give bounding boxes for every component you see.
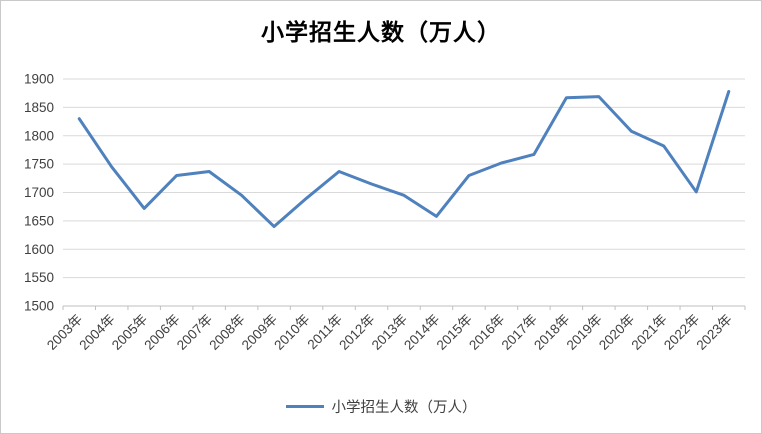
svg-text:2023年: 2023年 bbox=[693, 312, 734, 353]
svg-text:2017年: 2017年 bbox=[499, 312, 540, 353]
svg-text:2021年: 2021年 bbox=[629, 312, 670, 353]
svg-text:1900: 1900 bbox=[24, 72, 54, 87]
svg-text:2010年: 2010年 bbox=[271, 312, 312, 353]
svg-text:1500: 1500 bbox=[24, 299, 54, 314]
svg-text:2012年: 2012年 bbox=[336, 312, 377, 353]
svg-text:2007年: 2007年 bbox=[174, 312, 215, 353]
chart-title: 小学招生人数（万人） bbox=[261, 19, 501, 46]
svg-text:2008年: 2008年 bbox=[206, 312, 247, 353]
svg-text:1800: 1800 bbox=[24, 128, 54, 143]
chart-legend: 小学招生人数（万人） bbox=[1, 396, 761, 417]
svg-text:1650: 1650 bbox=[24, 213, 54, 228]
svg-text:1600: 1600 bbox=[24, 242, 54, 257]
svg-text:1700: 1700 bbox=[24, 185, 54, 200]
svg-text:2014年: 2014年 bbox=[401, 312, 442, 353]
svg-text:2006年: 2006年 bbox=[141, 312, 182, 353]
svg-text:2005年: 2005年 bbox=[109, 312, 150, 353]
svg-text:1850: 1850 bbox=[24, 100, 54, 115]
svg-text:2016年: 2016年 bbox=[466, 312, 507, 353]
svg-text:2003年: 2003年 bbox=[44, 312, 85, 353]
svg-text:2004年: 2004年 bbox=[76, 312, 117, 353]
svg-text:1550: 1550 bbox=[24, 270, 54, 285]
svg-text:1750: 1750 bbox=[24, 157, 54, 172]
svg-text:2015年: 2015年 bbox=[434, 312, 475, 353]
svg-text:2020年: 2020年 bbox=[596, 312, 637, 353]
svg-text:2019年: 2019年 bbox=[564, 312, 605, 353]
svg-text:2013年: 2013年 bbox=[369, 312, 410, 353]
legend-line-marker bbox=[285, 405, 324, 408]
svg-text:2018年: 2018年 bbox=[531, 312, 572, 353]
svg-text:2022年: 2022年 bbox=[661, 312, 702, 353]
svg-text:2009年: 2009年 bbox=[239, 312, 280, 353]
legend-label: 小学招生人数（万人） bbox=[331, 400, 477, 416]
